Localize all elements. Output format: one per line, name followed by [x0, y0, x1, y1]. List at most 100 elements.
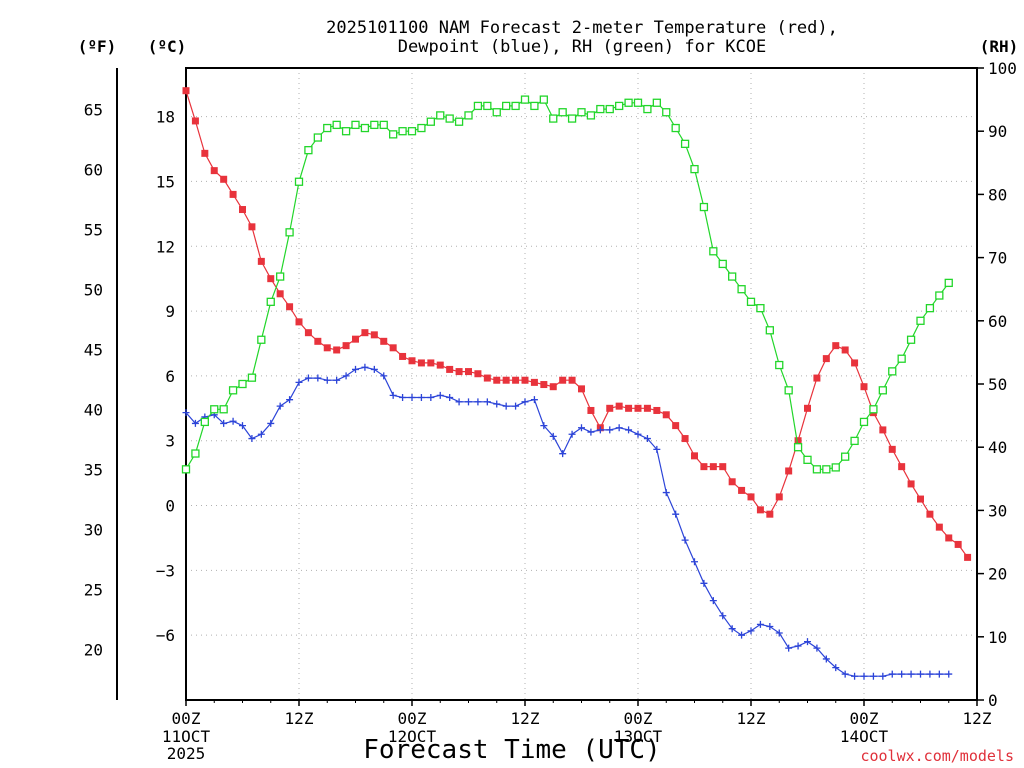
data-point [888, 445, 896, 453]
data-point [568, 430, 576, 438]
data-point [587, 406, 595, 414]
data-point [380, 337, 388, 345]
data-point [201, 149, 209, 157]
data-point [530, 378, 538, 386]
data-point [559, 450, 567, 458]
data-point [728, 272, 737, 281]
data-point [738, 631, 746, 639]
celsius-tick-label: 0 [165, 497, 175, 516]
data-point [606, 404, 614, 412]
data-point [352, 335, 359, 343]
data-point [719, 612, 727, 620]
data-point [446, 394, 454, 402]
data-point [267, 275, 275, 283]
data-point [709, 597, 717, 605]
data-point [662, 411, 670, 419]
data-point [483, 374, 491, 382]
data-point [728, 478, 736, 486]
gridlines [185, 68, 978, 700]
data-point [521, 376, 529, 384]
series-2-meter-temperature [182, 87, 972, 561]
x-tick-date-label: 13OCT [614, 727, 663, 746]
tick-labels: 1815129630−3−665605550454035302520100908… [84, 59, 1017, 763]
rh-tick-label: 40 [988, 438, 1007, 457]
data-point [286, 396, 294, 404]
data-point [690, 164, 699, 174]
data-point [766, 510, 774, 518]
data-point [417, 123, 426, 133]
data-point [417, 359, 425, 367]
data-point [399, 394, 407, 402]
rh-tick-label: 80 [988, 185, 1007, 204]
data-point [888, 670, 896, 678]
data-point [417, 394, 425, 402]
data-point [257, 257, 265, 265]
data-point [925, 304, 935, 313]
data-point [700, 579, 708, 587]
data-point [446, 365, 454, 373]
data-point [191, 117, 199, 125]
data-point [549, 432, 557, 440]
data-point [408, 394, 416, 402]
data-point [671, 123, 680, 133]
fahrenheit-tick-label: 60 [84, 160, 103, 179]
data-point [681, 435, 689, 443]
data-point [229, 190, 237, 198]
data-point [200, 417, 209, 427]
data-point [718, 259, 727, 269]
data-point [869, 405, 878, 414]
data-point [917, 495, 924, 503]
data-point [775, 493, 783, 501]
data-point [850, 436, 859, 446]
celsius-tick-label: 15 [156, 172, 175, 191]
data-point [803, 455, 812, 464]
data-point [483, 101, 492, 111]
data-point [399, 352, 407, 360]
data-point [389, 344, 397, 352]
data-point [831, 463, 840, 472]
data-point [333, 346, 341, 354]
celsius-tick-label: −6 [156, 626, 175, 645]
data-point [295, 378, 303, 386]
x-tick-label: 00Z [624, 709, 653, 728]
data-point [945, 670, 953, 678]
series-layer [181, 87, 972, 680]
x-tick-date-label: 12OCT [388, 727, 437, 746]
fahrenheit-tick-label: 45 [84, 340, 103, 359]
data-point [851, 359, 859, 367]
data-point [944, 278, 953, 288]
data-point [407, 127, 417, 136]
data-point [643, 104, 652, 114]
data-point [691, 452, 698, 460]
data-point [841, 670, 849, 678]
data-point [728, 625, 736, 633]
data-point [276, 290, 284, 298]
data-point [699, 202, 709, 212]
data-point [502, 376, 510, 384]
data-point [389, 391, 397, 399]
data-point [577, 108, 586, 117]
data-point [361, 363, 369, 371]
data-point [530, 101, 539, 111]
data-point [954, 540, 962, 548]
data-point [530, 396, 538, 404]
data-point [540, 422, 548, 430]
data-point [304, 329, 312, 337]
data-point [464, 111, 473, 120]
data-point [558, 108, 567, 117]
data-point [220, 419, 228, 427]
data-point [906, 335, 916, 344]
data-point [672, 422, 680, 430]
rh-tick-label: 50 [988, 375, 1007, 394]
rh-tick-label: 20 [988, 565, 1007, 584]
data-point [738, 486, 746, 494]
data-point [578, 385, 585, 393]
data-point [342, 342, 350, 350]
data-point [465, 368, 472, 376]
data-point [285, 228, 294, 237]
data-point [492, 108, 501, 117]
x-axis-label: Forecast Time (UTC) [363, 735, 660, 765]
data-point [455, 368, 463, 376]
x-tick-label: 12Z [963, 709, 992, 728]
data-point [596, 426, 604, 434]
